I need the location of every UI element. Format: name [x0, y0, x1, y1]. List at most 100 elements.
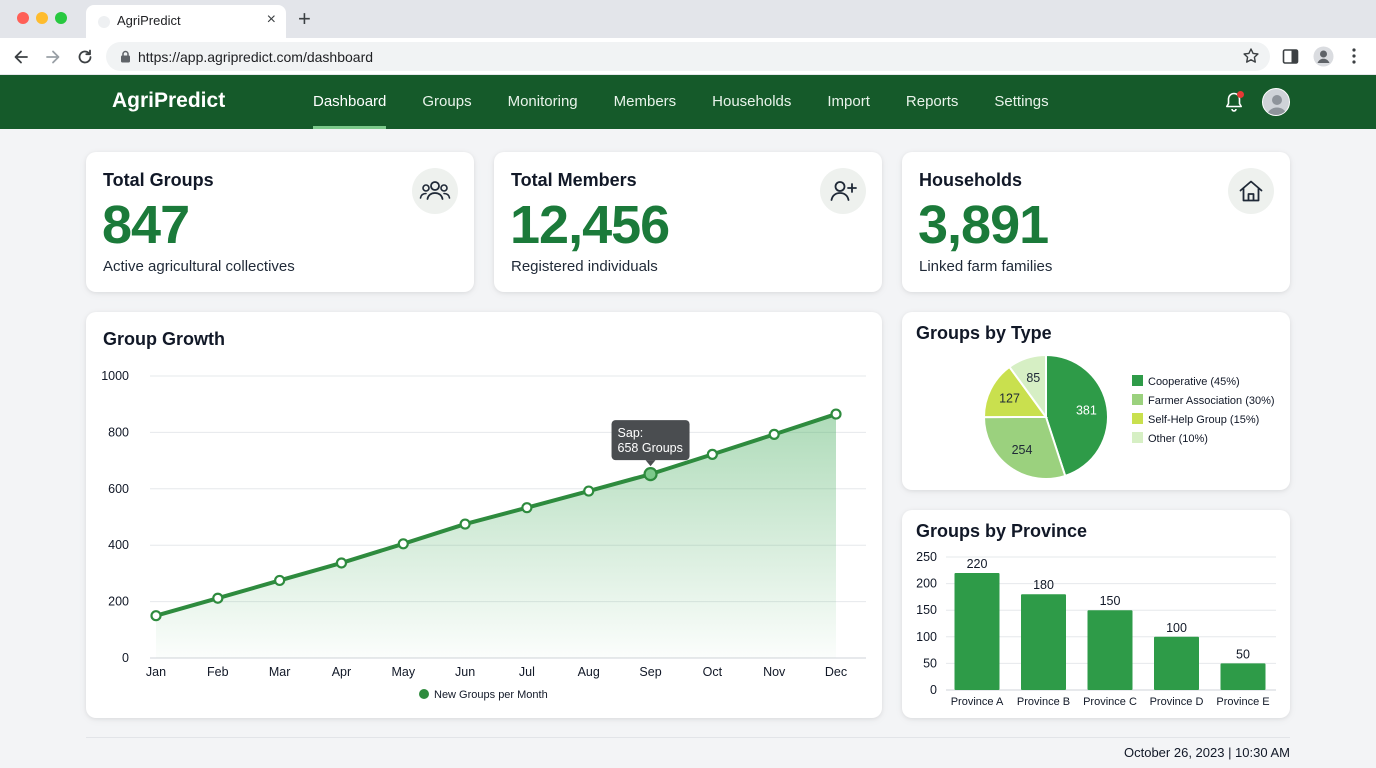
- notification-dot: [1237, 91, 1244, 98]
- pie-slice: [983, 365, 1048, 419]
- data-point: [212, 592, 224, 604]
- groups-by-province-chart: 0 50 100 150 200 250 220 Province A 180 Province …: [916, 550, 1276, 708]
- nav-households[interactable]: Households: [712, 93, 792, 110]
- tooltip-line-1: Sap:: [618, 426, 644, 440]
- pie-slice-value: 85: [1026, 371, 1040, 385]
- lock-icon: [121, 50, 130, 63]
- legend-label: Cooperative (45%): [1148, 376, 1240, 388]
- nav-import[interactable]: Import: [827, 93, 870, 110]
- x-tick-label: Province D: [1150, 696, 1204, 708]
- new-tab-icon[interactable]: +: [298, 6, 311, 31]
- tooltip-pointer: [645, 460, 656, 467]
- bar: [1021, 594, 1066, 690]
- stat-card-total-groups: Total Groups 847 Active agricultural col…: [86, 152, 474, 292]
- nav-settings[interactable]: Settings: [994, 93, 1049, 110]
- stat-subtitle: Linked farm families: [919, 258, 1053, 275]
- tab-title: AgriPredict: [117, 13, 181, 28]
- y-tick-label: 400: [108, 538, 129, 552]
- y-tick-label: 800: [108, 425, 129, 439]
- url-text: https://app.agripredict.com/dashboard: [138, 49, 374, 65]
- bookmark-star-icon[interactable]: [1242, 47, 1260, 65]
- forward-icon[interactable]: [43, 47, 63, 67]
- browser-tab[interactable]: AgriPredict ×: [86, 5, 286, 38]
- bar: [1154, 636, 1199, 690]
- nav-members[interactable]: Members: [613, 93, 677, 110]
- sidebar-toggle-icon[interactable]: [1282, 48, 1299, 65]
- house-icon: [1228, 168, 1274, 214]
- stat-subtitle: Registered individuals: [511, 258, 658, 275]
- window-close-button[interactable]: [17, 12, 29, 24]
- groups-by-type-card: Groups by Type 381 254 127 85 Cooperative (4…: [902, 312, 1290, 490]
- tooltip-line-2: 658 Groups: [618, 441, 683, 455]
- x-tick-label: Province E: [1216, 696, 1269, 708]
- x-tick-label: Jun: [455, 665, 475, 679]
- avatar-person-icon: [1267, 95, 1287, 115]
- legend-swatch: [419, 689, 429, 699]
- data-point: [830, 408, 842, 420]
- groups-by-type-chart: 381 254 127 85 Cooperative (45%) Farmer Assoc…: [982, 353, 1275, 480]
- app-navbar: AgriPredict Dashboard Groups Monitoring …: [0, 75, 1376, 129]
- legend-label: Self-Help Group (15%): [1148, 414, 1259, 426]
- profile-icon[interactable]: [1313, 46, 1334, 67]
- stat-subtitle: Active agricultural collectives: [103, 258, 295, 275]
- stat-value: 3,891: [918, 195, 1049, 255]
- bar: [954, 572, 1000, 690]
- bar: [1087, 610, 1133, 690]
- nav-dashboard[interactable]: Dashboard: [313, 75, 387, 129]
- pie-slice-value: 127: [999, 391, 1020, 405]
- pie-slice: [1008, 353, 1047, 421]
- url-field[interactable]: https://app.agripredict.com/dashboard: [106, 42, 1270, 71]
- legend-swatch: [1132, 394, 1143, 405]
- data-point: [397, 538, 409, 550]
- nav-groups[interactable]: Groups: [422, 93, 472, 110]
- reload-icon[interactable]: [75, 47, 95, 67]
- data-point: [521, 502, 533, 514]
- window-minimize-button[interactable]: [36, 12, 48, 24]
- group-growth-card: Group Growth 0 200 400 600 800 1000 Jan Feb Mar A…: [86, 312, 882, 718]
- y-tick-label: 50: [923, 656, 937, 670]
- data-point: [274, 574, 286, 587]
- data-point: [583, 485, 595, 497]
- nav-monitoring[interactable]: Monitoring: [507, 93, 578, 110]
- legend-label: Farmer Association (30%): [1148, 395, 1275, 407]
- bar: [1220, 663, 1266, 690]
- main-nav: Dashboard Groups Monitoring Members Hous…: [313, 75, 1049, 129]
- address-bar-row: https://app.agripredict.com/dashboard: [0, 38, 1376, 75]
- add-user-icon: [820, 168, 866, 214]
- bar-value-label: 100: [1166, 621, 1187, 635]
- stat-title: Total Groups: [103, 170, 214, 190]
- tab-close-icon[interactable]: ×: [266, 11, 276, 28]
- user-avatar[interactable]: [1262, 88, 1290, 116]
- brand-logo-text[interactable]: AgriPredict: [112, 89, 226, 112]
- bar-value-label: 150: [1100, 594, 1121, 608]
- x-tick-label: Mar: [269, 665, 291, 679]
- x-tick-label: Dec: [825, 665, 847, 679]
- chart-tooltip: Sap:658 Groups: [611, 420, 690, 467]
- footer-divider: [86, 737, 1290, 738]
- pie-slice: [1045, 353, 1109, 478]
- window-maximize-button[interactable]: [55, 12, 67, 24]
- x-tick-label: Sep: [639, 665, 661, 679]
- stat-card-total-members: Total Members 12,456 Registered individu…: [494, 152, 882, 292]
- pie-slice-value: 381: [1076, 404, 1097, 418]
- x-tick-label: Province C: [1083, 696, 1137, 708]
- pie-slice: [982, 415, 1067, 480]
- y-tick-label: 0: [122, 651, 129, 665]
- y-tick-label: 0: [930, 683, 937, 697]
- group-growth-title: Group Growth: [103, 329, 225, 349]
- nav-reports[interactable]: Reports: [905, 93, 959, 110]
- browser-tab-bar: AgriPredict × +: [0, 0, 1376, 38]
- legend-swatch: [1132, 375, 1143, 386]
- stat-value: 12,456: [510, 195, 670, 255]
- x-tick-label: Aug: [578, 665, 600, 679]
- back-icon[interactable]: [11, 47, 31, 67]
- bar-value-label: 220: [967, 557, 988, 571]
- group-growth-chart: 0 200 400 600 800 1000 Jan Feb Mar Apr May Jun Jul Au…: [101, 369, 866, 701]
- y-tick-label: 600: [108, 482, 129, 496]
- series-line: [155, 412, 837, 618]
- kebab-menu-icon[interactable]: [1346, 47, 1362, 65]
- legend-swatch: [1132, 432, 1143, 443]
- y-tick-label: 100: [916, 630, 937, 644]
- y-tick-label: 200: [916, 577, 937, 591]
- x-tick-label: Oct: [703, 665, 723, 679]
